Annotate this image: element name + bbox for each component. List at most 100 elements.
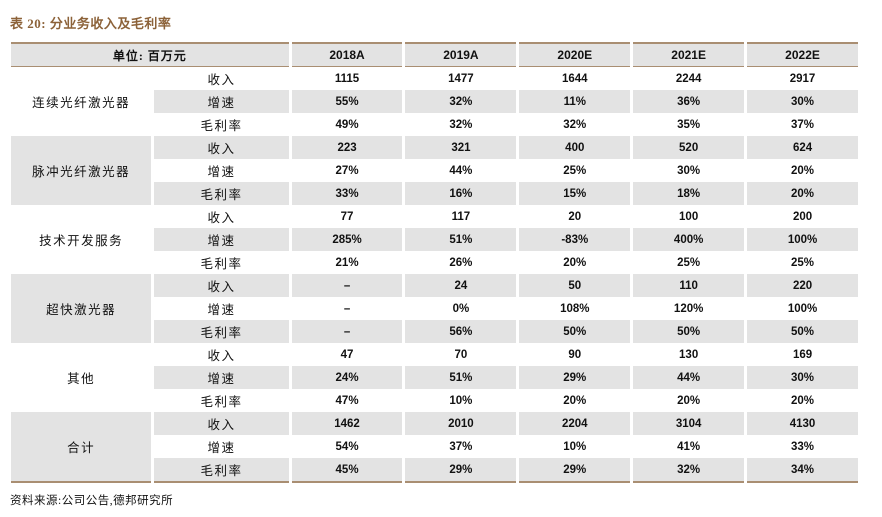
value-cell: 26% bbox=[405, 251, 517, 274]
metric-label-cell: 收入 bbox=[154, 274, 289, 297]
value-cell: 32% bbox=[405, 90, 517, 113]
value-cell: 37% bbox=[405, 435, 517, 458]
metric-label-cell: 增速 bbox=[154, 228, 289, 251]
value-cell: 33% bbox=[747, 435, 858, 458]
table-row: 毛利率 21% 26% 20% 25% 25% bbox=[11, 251, 858, 274]
value-cell: 51% bbox=[405, 228, 517, 251]
table-row: 脉冲光纤激光器 收入 223 321 400 520 624 bbox=[11, 136, 858, 205]
value-cell: 51% bbox=[405, 366, 517, 389]
value-cell: – bbox=[291, 320, 403, 343]
value-cell: 11% bbox=[519, 90, 631, 113]
value-cell: 50% bbox=[747, 320, 858, 343]
value-cell: 110 bbox=[633, 274, 745, 297]
value-cell: 20% bbox=[747, 159, 858, 182]
value-cell: 30% bbox=[747, 90, 858, 113]
value-cell: 1477 bbox=[405, 67, 517, 90]
table-body: 连续光纤激光器 收入 1115 1477 1644 2244 2917 增速 55% 32% 11%… bbox=[11, 67, 858, 483]
value-cell: 400% bbox=[633, 228, 745, 251]
unit-header-cell: 单位: 百万元 bbox=[11, 42, 289, 67]
value-cell: 47 bbox=[291, 343, 403, 366]
value-cell: 200 bbox=[747, 205, 858, 228]
column-header-2020E: 2020E bbox=[519, 42, 631, 67]
group-name-cell: 技术开发服务 bbox=[11, 205, 152, 274]
value-cell: 70 bbox=[405, 343, 517, 366]
value-cell: 2917 bbox=[747, 67, 858, 90]
value-cell: 29% bbox=[405, 458, 517, 483]
table-header: 单位: 百万元 2018A 2019A 2020E 2021E 2022E bbox=[11, 42, 858, 67]
value-cell: 21% bbox=[291, 251, 403, 274]
value-cell: 33% bbox=[291, 182, 403, 205]
table-row: 增速 24% 51% 29% 44% 30% bbox=[11, 366, 858, 389]
value-cell: 54% bbox=[291, 435, 403, 458]
value-cell: 20% bbox=[747, 389, 858, 412]
value-cell: 50 bbox=[519, 274, 631, 297]
table-row: 增速 55% 32% 11% 36% 30% bbox=[11, 90, 858, 113]
value-cell: 41% bbox=[633, 435, 745, 458]
value-cell: 15% bbox=[519, 182, 631, 205]
value-cell: 34% bbox=[747, 458, 858, 483]
value-cell: -83% bbox=[519, 228, 631, 251]
value-cell: 3104 bbox=[633, 412, 745, 435]
value-cell: 1115 bbox=[291, 67, 403, 90]
metric-label-cell: 增速 bbox=[154, 90, 289, 113]
value-cell: 32% bbox=[519, 113, 631, 136]
metric-label-cell: 增速 bbox=[154, 366, 289, 389]
value-cell: 20% bbox=[747, 182, 858, 205]
value-cell: 130 bbox=[633, 343, 745, 366]
metric-label-cell: 收入 bbox=[154, 343, 289, 366]
value-cell: 25% bbox=[747, 251, 858, 274]
value-cell: 32% bbox=[405, 113, 517, 136]
table-row: 连续光纤激光器 收入 1115 1477 1644 2244 2917 bbox=[11, 67, 858, 136]
value-cell: 108% bbox=[519, 297, 631, 320]
value-cell: 24% bbox=[291, 366, 403, 389]
group-name-cell: 合计 bbox=[11, 412, 152, 483]
value-cell: 49% bbox=[291, 113, 403, 136]
table-row: 毛利率 33% 16% 15% 18% 20% bbox=[11, 182, 858, 205]
value-cell: 47% bbox=[291, 389, 403, 412]
value-cell: 90 bbox=[519, 343, 631, 366]
metric-label-cell: 收入 bbox=[154, 205, 289, 228]
value-cell: 45% bbox=[291, 458, 403, 483]
value-cell: 25% bbox=[633, 251, 745, 274]
column-header-2018A: 2018A bbox=[291, 42, 403, 67]
value-cell: 100 bbox=[633, 205, 745, 228]
table-row: 超快激光器 收入 –24 50 110 220 bbox=[11, 274, 858, 343]
column-header-2021E: 2021E bbox=[633, 42, 745, 67]
value-cell: 37% bbox=[747, 113, 858, 136]
value-cell: 20 bbox=[519, 205, 631, 228]
metric-label-cell: 收入 bbox=[154, 67, 289, 90]
value-cell: 55% bbox=[291, 90, 403, 113]
value-cell: 36% bbox=[633, 90, 745, 113]
value-cell: 10% bbox=[519, 435, 631, 458]
value-cell: 77 bbox=[291, 205, 403, 228]
group-name-cell: 超快激光器 bbox=[11, 274, 152, 343]
value-cell: 100% bbox=[747, 228, 858, 251]
value-cell: 0% bbox=[405, 297, 517, 320]
table-row: 技术开发服务 收入 77 117 20 100 200 bbox=[11, 205, 858, 274]
value-cell: 120% bbox=[633, 297, 745, 320]
value-cell: 29% bbox=[519, 458, 631, 483]
value-cell: 50% bbox=[519, 320, 631, 343]
value-cell: 100% bbox=[747, 297, 858, 320]
group-name-cell: 连续光纤激光器 bbox=[11, 67, 152, 136]
table-row: 毛利率 49% 32% 32% 35% 37% bbox=[11, 113, 858, 136]
value-cell: 10% bbox=[405, 389, 517, 412]
value-cell: 624 bbox=[747, 136, 858, 159]
value-cell: 30% bbox=[633, 159, 745, 182]
table-row: 增速 –0% 108% 120% 100% bbox=[11, 297, 858, 320]
metric-label-cell: 毛利率 bbox=[154, 320, 289, 343]
value-cell: 44% bbox=[633, 366, 745, 389]
column-header-2019A: 2019A bbox=[405, 42, 517, 67]
metric-label-cell: 增速 bbox=[154, 159, 289, 182]
group-name-cell: 脉冲光纤激光器 bbox=[11, 136, 152, 205]
value-cell: 56% bbox=[405, 320, 517, 343]
value-cell: 50% bbox=[633, 320, 745, 343]
value-cell: 321 bbox=[405, 136, 517, 159]
value-cell: 220 bbox=[747, 274, 858, 297]
table-row: 毛利率 45% 29% 29% 32% 34% bbox=[11, 458, 858, 483]
value-cell: 20% bbox=[519, 389, 631, 412]
value-cell: 24 bbox=[405, 274, 517, 297]
value-cell: 35% bbox=[633, 113, 745, 136]
metric-label-cell: 毛利率 bbox=[154, 389, 289, 412]
